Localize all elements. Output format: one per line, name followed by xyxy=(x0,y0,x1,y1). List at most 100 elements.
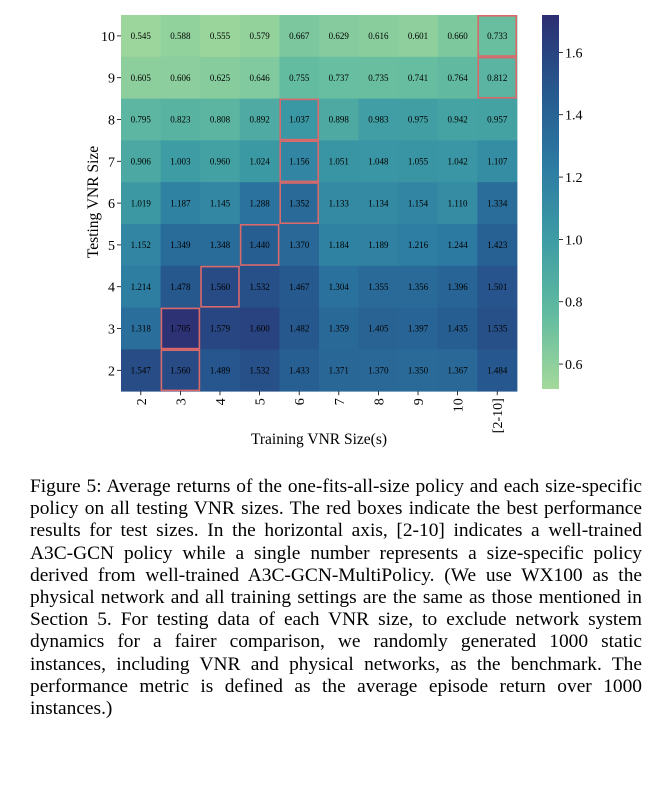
best-result-box xyxy=(239,224,280,266)
heatmap-cells xyxy=(121,15,518,392)
heatmap-cell xyxy=(121,56,161,99)
colorbar-tick-label: 0.6 xyxy=(565,358,583,373)
cell-value-label: 1.184 xyxy=(329,240,350,250)
heatmap-cell xyxy=(160,349,201,392)
cell-value-label: 1.370 xyxy=(289,240,310,250)
heatmap-cell xyxy=(398,56,439,99)
heatmap-cell xyxy=(160,15,201,58)
cell-value-label: 1.350 xyxy=(408,366,429,376)
heatmap-cell xyxy=(477,98,518,141)
heatmap-cell xyxy=(121,15,161,58)
cell-value-label: 1.467 xyxy=(289,282,310,292)
colorbar-tick-label: 1.6 xyxy=(565,46,583,61)
cell-value-label: 0.983 xyxy=(368,115,389,125)
x-tick-label: 4 xyxy=(214,398,229,405)
x-tick-label: [2-10] xyxy=(491,398,506,433)
heatmap-cell xyxy=(200,349,241,392)
cell-value-label: 1.024 xyxy=(249,157,270,167)
cell-value-label: 0.741 xyxy=(408,73,428,83)
cell-value-label: 0.764 xyxy=(447,73,468,83)
best-result-box xyxy=(279,182,320,225)
heatmap-cell xyxy=(160,182,201,225)
best-result-box xyxy=(477,56,518,99)
cell-value-label: 1.397 xyxy=(408,324,429,334)
cell-value-label: 1.435 xyxy=(447,324,468,334)
heatmap-cell xyxy=(358,98,399,141)
y-tick-label: 6 xyxy=(108,197,115,212)
heatmap-cell xyxy=(239,307,280,350)
heatmap-cell xyxy=(160,56,201,99)
heatmap-cell xyxy=(398,307,439,350)
heatmap-cell xyxy=(319,349,359,392)
best-result-boxes xyxy=(160,15,518,392)
heatmap-cell xyxy=(279,15,320,58)
heatmap-cell xyxy=(200,140,241,183)
heatmap-cell xyxy=(200,265,241,308)
heatmap-cell xyxy=(200,307,241,350)
x-tick-label: 5 xyxy=(254,398,269,405)
cell-value-label: 0.960 xyxy=(210,157,231,167)
cell-value-label: 1.318 xyxy=(131,324,152,334)
heatmap-cell xyxy=(477,265,518,308)
figure-caption: Figure 5: Average returns of the one-fit… xyxy=(30,476,642,720)
heatmap-cell xyxy=(121,140,161,183)
y-tick-label: 8 xyxy=(108,114,115,129)
heatmap-cell xyxy=(437,182,478,225)
cell-value-label: 1.304 xyxy=(329,282,350,292)
heatmap-figure: 0.545 0.588 0.555 0.579 0.667 0.629 0.616 0.601… xyxy=(85,15,583,448)
cell-value-label: 0.755 xyxy=(289,73,310,83)
heatmap-cell xyxy=(398,265,439,308)
cell-value-label: 1.532 xyxy=(249,282,269,292)
x-axis: 2 3 4 5 6 7 8 9 10 [2-10] xyxy=(135,391,506,433)
cell-value-label: 1.048 xyxy=(368,157,389,167)
cell-value-label: 1.535 xyxy=(487,324,508,334)
heatmap-cell xyxy=(121,98,161,141)
cell-value-label: 1.055 xyxy=(408,157,429,167)
y-tick-label: 7 xyxy=(108,155,115,170)
x-tick-label: 7 xyxy=(333,398,348,405)
cell-value-label: 1.423 xyxy=(487,240,508,250)
cell-value-label: 1.349 xyxy=(170,240,191,250)
cell-value-label: 1.019 xyxy=(131,198,152,208)
cell-value-label: 0.975 xyxy=(408,115,429,125)
heatmap-cell xyxy=(121,265,161,308)
heatmap-cell xyxy=(477,56,518,99)
heatmap-cell xyxy=(398,349,439,392)
heatmap-cell xyxy=(437,98,478,141)
heatmap-cell xyxy=(358,182,399,225)
best-result-box xyxy=(200,265,240,308)
cell-value-label: 0.892 xyxy=(249,115,269,125)
cell-value-label: 1.705 xyxy=(170,324,191,334)
x-tick-label: 2 xyxy=(135,398,150,405)
cell-value-label: 0.957 xyxy=(487,115,508,125)
cell-value-label: 1.187 xyxy=(170,198,191,208)
cell-value-label: 0.601 xyxy=(408,31,428,41)
heatmap-cell xyxy=(200,56,241,99)
cell-value-label: 1.371 xyxy=(329,366,349,376)
cell-value-label: 1.600 xyxy=(249,324,270,334)
cell-value-label: 0.898 xyxy=(329,115,350,125)
cell-value-label: 1.489 xyxy=(210,366,231,376)
heatmap-cell xyxy=(160,98,201,141)
heatmap-cell xyxy=(437,307,478,350)
cell-value-label: 1.579 xyxy=(210,324,231,334)
heatmap-cell xyxy=(319,140,359,183)
heatmap-cell xyxy=(200,98,241,141)
cell-value-label: 1.560 xyxy=(210,282,231,292)
heatmap-cell xyxy=(358,140,399,183)
cell-value-label: 0.812 xyxy=(487,73,507,83)
heatmap-cell xyxy=(319,182,359,225)
best-result-box xyxy=(477,15,518,57)
heatmap-cell xyxy=(239,224,280,267)
cell-value-label: 0.942 xyxy=(447,115,467,125)
colorbar-tick-label: 1.0 xyxy=(565,233,583,248)
cell-value-label: 1.547 xyxy=(131,366,152,376)
heatmap-cell xyxy=(279,307,320,350)
colorbar-tick-label: 1.2 xyxy=(565,171,583,186)
cell-value-label: 1.405 xyxy=(368,324,389,334)
cell-value-label: 0.733 xyxy=(487,31,508,41)
cell-value-label: 1.288 xyxy=(249,198,270,208)
cell-value-label: 0.629 xyxy=(329,31,350,41)
heatmap-cell xyxy=(437,265,478,308)
heatmap-cell xyxy=(239,140,280,183)
